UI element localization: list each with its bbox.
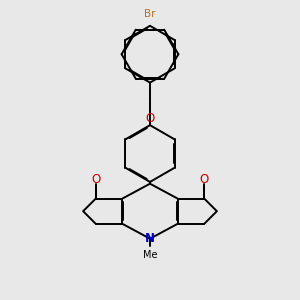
Text: O: O [200,172,209,186]
Text: Me: Me [143,250,157,260]
Text: Br: Br [144,10,156,20]
Text: O: O [91,172,100,186]
Text: O: O [146,112,154,124]
Text: N: N [145,232,155,245]
